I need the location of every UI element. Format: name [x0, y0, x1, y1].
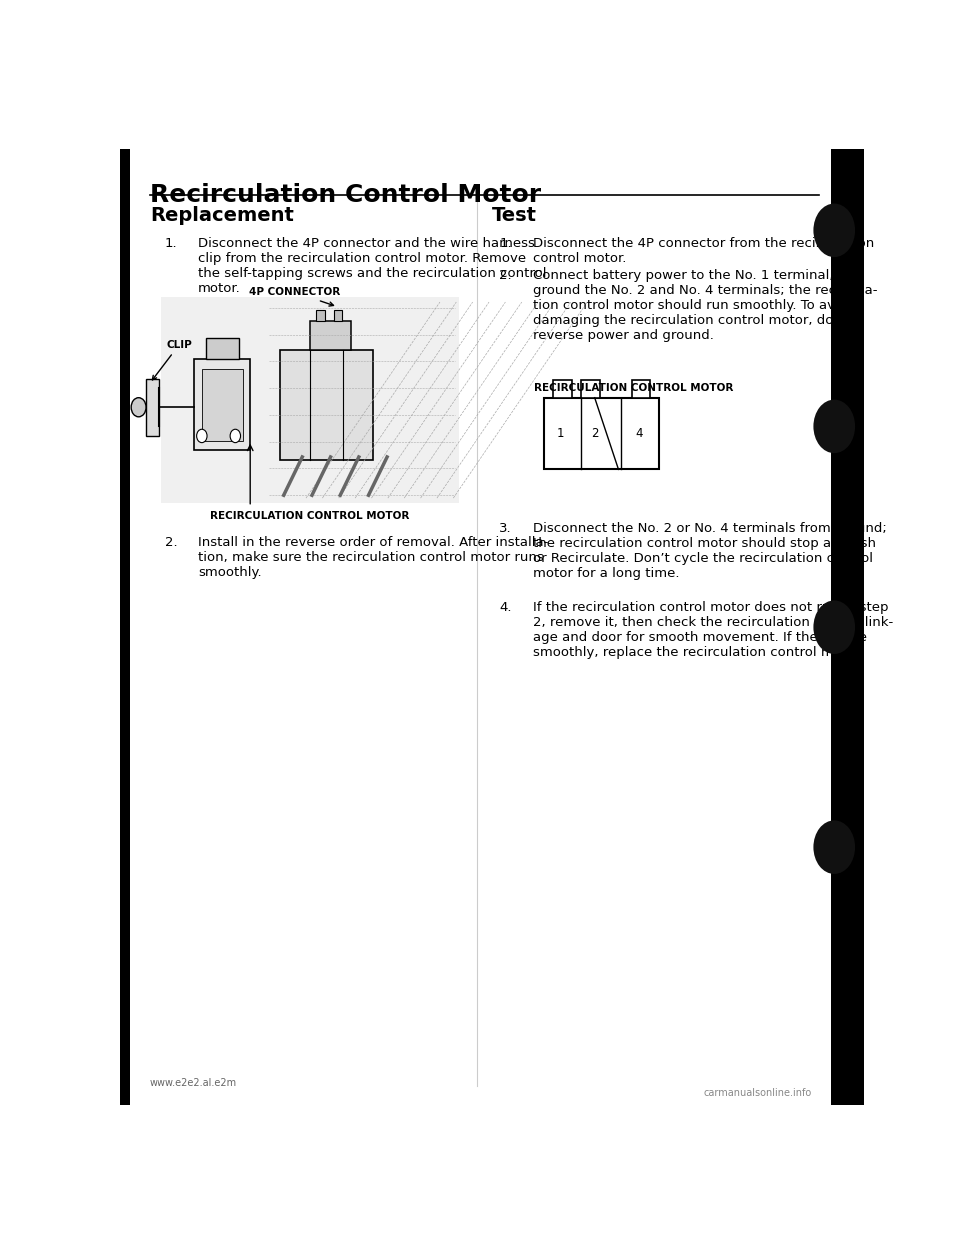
Bar: [280, 350, 372, 460]
Text: 4P CONNECTOR: 4P CONNECTOR: [250, 287, 341, 306]
Circle shape: [813, 600, 855, 655]
Bar: [544, 397, 660, 469]
FancyBboxPatch shape: [161, 297, 459, 503]
Bar: [333, 309, 343, 322]
Text: 1.: 1.: [165, 237, 178, 250]
Bar: [205, 338, 239, 359]
Bar: [830, 149, 864, 1105]
Text: 2: 2: [591, 427, 598, 440]
Text: Test: Test: [492, 206, 537, 225]
Bar: [632, 380, 651, 397]
Circle shape: [813, 821, 855, 874]
Text: Disconnect the 4P connector and the wire harness
clip from the recirculation con: Disconnect the 4P connector and the wire…: [198, 237, 546, 296]
Circle shape: [230, 430, 241, 442]
Circle shape: [132, 397, 146, 417]
Bar: [120, 149, 130, 1105]
Text: Disconnect the No. 2 or No. 4 terminals from ground;
the recirculation control m: Disconnect the No. 2 or No. 4 terminals …: [533, 522, 887, 580]
Circle shape: [813, 204, 855, 257]
Text: carmanualsonline.info: carmanualsonline.info: [704, 1088, 812, 1098]
Bar: [194, 359, 251, 451]
Text: 2.: 2.: [499, 268, 512, 282]
Text: RECIRCULATION CONTROL MOTOR: RECIRCULATION CONTROL MOTOR: [534, 384, 733, 394]
Text: Disconnect the 4P connector from the recirculation
control motor.: Disconnect the 4P connector from the rec…: [533, 237, 875, 265]
Text: 4: 4: [636, 427, 643, 440]
Text: RECIRCULATION CONTROL MOTOR: RECIRCULATION CONTROL MOTOR: [210, 510, 409, 520]
Circle shape: [197, 430, 207, 442]
Text: Install in the reverse order of removal. After installa-
tion, make sure the rec: Install in the reverse order of removal.…: [198, 537, 548, 579]
Bar: [316, 309, 324, 322]
Bar: [581, 380, 600, 397]
Text: 2.: 2.: [165, 537, 178, 549]
Text: 4.: 4.: [499, 601, 512, 615]
Bar: [310, 322, 350, 350]
Text: Recirculation Control Motor: Recirculation Control Motor: [150, 183, 540, 206]
Bar: [553, 380, 571, 397]
Text: Connect battery power to the No. 1 terminal, and
ground the No. 2 and No. 4 term: Connect battery power to the No. 1 termi…: [533, 268, 877, 342]
Text: 1.: 1.: [499, 237, 512, 250]
Text: 3.: 3.: [499, 522, 512, 535]
Text: Replacement: Replacement: [150, 206, 294, 225]
Text: www.e2e2.al.e2m: www.e2e2.al.e2m: [150, 1078, 237, 1088]
Circle shape: [813, 400, 855, 453]
Text: If the recirculation control motor does not run in step
2, remove it, then check: If the recirculation control motor does …: [533, 601, 893, 660]
Bar: [202, 369, 243, 441]
Text: 1: 1: [557, 427, 564, 440]
Text: CLIP: CLIP: [153, 340, 192, 380]
Bar: [146, 379, 159, 436]
